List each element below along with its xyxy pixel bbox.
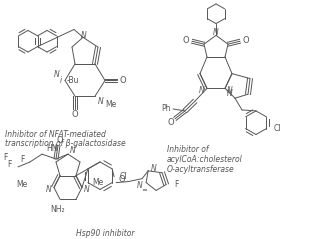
Text: Me: Me (16, 180, 27, 189)
Text: Cl: Cl (120, 172, 128, 181)
Text: N: N (98, 97, 104, 106)
Text: N: N (227, 86, 233, 95)
Text: N: N (46, 185, 52, 194)
Text: Inhibitor of NFAT-mediated: Inhibitor of NFAT-mediated (5, 130, 106, 139)
Text: O: O (118, 175, 125, 184)
Text: transcription of β-galactosidase: transcription of β-galactosidase (5, 139, 126, 148)
Text: O: O (183, 36, 189, 45)
Text: N: N (213, 28, 219, 37)
Text: N: N (199, 86, 205, 95)
Text: F: F (174, 180, 178, 189)
Text: O: O (120, 76, 126, 85)
Text: O-acyltransferase: O-acyltransferase (167, 165, 235, 174)
Text: Inhibitor of: Inhibitor of (167, 145, 208, 154)
Text: F: F (4, 152, 8, 162)
Text: Ph: Ph (162, 104, 171, 114)
Text: O: O (168, 118, 174, 127)
Text: Cl: Cl (274, 124, 281, 133)
Text: N: N (227, 89, 233, 98)
Text: F: F (20, 155, 24, 163)
Text: HN: HN (46, 144, 57, 153)
Text: =: = (141, 187, 147, 193)
Text: O: O (72, 110, 78, 119)
Text: -Bu: -Bu (67, 76, 80, 85)
Text: N: N (84, 185, 90, 194)
Text: F: F (7, 160, 12, 169)
Text: Hsp90 inhibitor: Hsp90 inhibitor (76, 229, 134, 238)
Text: O: O (243, 36, 249, 45)
Text: N: N (54, 70, 60, 79)
Text: O: O (57, 136, 63, 145)
Text: i: i (60, 76, 62, 85)
Text: acylCoA:cholesterol: acylCoA:cholesterol (167, 155, 243, 164)
Text: Me: Me (105, 100, 116, 109)
Text: NH₂: NH₂ (51, 205, 65, 214)
Text: N: N (70, 146, 76, 155)
Text: Me: Me (92, 178, 104, 187)
Text: N: N (151, 164, 157, 173)
Text: N: N (136, 181, 142, 190)
Text: N: N (81, 31, 87, 40)
